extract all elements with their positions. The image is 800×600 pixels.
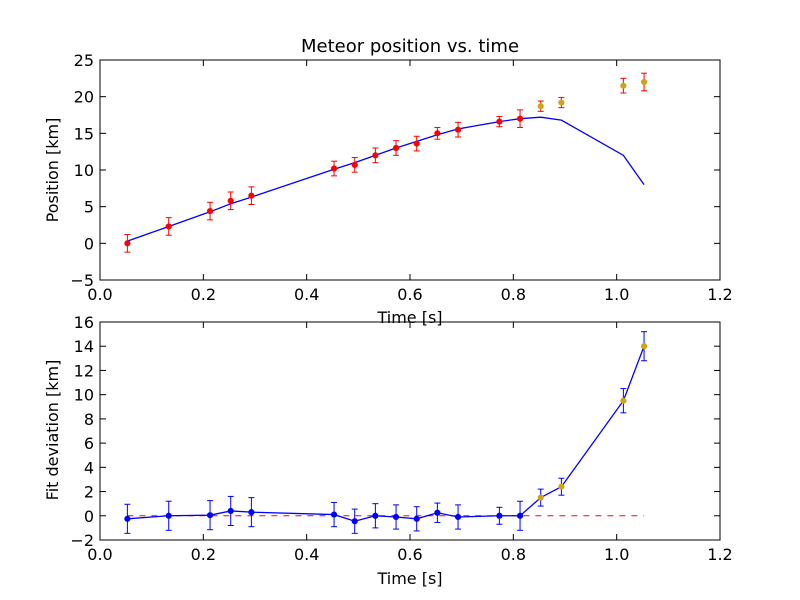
deviation-line [127, 345, 645, 522]
position-x-tick-label: 0.0 [87, 285, 112, 304]
position-y-tick-label: 25 [74, 51, 94, 70]
position-y-tick-label: −5 [70, 271, 94, 290]
deviation-data-point [227, 507, 234, 515]
deviation-data-point [558, 483, 565, 490]
position-data-point [124, 240, 131, 247]
deviation-data-point [434, 509, 441, 516]
position-data-point [640, 78, 648, 86]
deviation-data-point [372, 512, 379, 519]
deviation-y-tick-label: 12 [74, 361, 94, 380]
deviation-x-tick-label: 0.6 [397, 545, 422, 564]
position-y-tick-label: 15 [74, 124, 94, 143]
deviation-y-tick-label: 14 [74, 337, 94, 356]
position-x-tick-label: 0.8 [501, 285, 526, 304]
deviation-x-tick-label: 0.0 [87, 545, 112, 564]
position-x-tick-label: 0.4 [294, 285, 319, 304]
position-y-tick-label: 10 [74, 161, 94, 180]
position-y-tick-label: 20 [74, 88, 94, 107]
deviation-x-tick-label: 0.2 [191, 545, 216, 564]
position-data-point [496, 118, 503, 125]
position-data-point [516, 115, 524, 122]
deviation-data-point [206, 512, 214, 519]
deviation-x-tick-label: 1.2 [707, 545, 732, 564]
position-x-tick-label: 1.2 [707, 285, 732, 304]
deviation-data-point [620, 397, 627, 404]
position-data-point [620, 82, 627, 89]
position-chart-frame [99, 59, 721, 281]
position-data-point [372, 152, 379, 159]
position-data-point [227, 197, 234, 204]
deviation-data-point [413, 515, 420, 522]
deviation-y-tick-label: 0 [84, 507, 94, 526]
position-x-tick-label: 1.0 [604, 285, 629, 304]
deviation-y-tick-label: 4 [84, 458, 94, 477]
deviation-data-point [496, 512, 503, 519]
deviation-x-tick-label: 0.4 [294, 545, 319, 564]
deviation-x-tick-label: 1.0 [604, 545, 629, 564]
deviation-data-point [516, 512, 524, 519]
position-data-point [351, 161, 358, 168]
position-chart-ylabel: Position [km] [43, 118, 62, 223]
deviation-data-point [124, 515, 131, 522]
position-data-point [392, 144, 400, 152]
position-data-point [330, 165, 338, 172]
position-x-tick-label: 0.6 [397, 285, 422, 304]
deviation-data-point [248, 509, 255, 516]
deviation-chart-frame [99, 321, 721, 541]
position-data-point [248, 192, 255, 199]
deviation-data-point [351, 518, 358, 525]
position-data-point [413, 140, 420, 147]
position-data-point [206, 207, 214, 215]
position-chart-title: Meteor position vs. time [301, 36, 519, 57]
deviation-y-tick-label: 16 [74, 313, 94, 332]
deviation-data-point [330, 511, 338, 518]
position-data-point [537, 103, 544, 110]
position-y-tick-label: 0 [84, 234, 94, 253]
position-data-point [165, 223, 172, 230]
position-x-tick-label: 0.2 [191, 285, 216, 304]
position-model-line [127, 116, 645, 242]
deviation-data-point [392, 513, 400, 521]
position-chart: Meteor position vs. time Position [km] T… [43, 36, 733, 327]
deviation-y-tick-label: 2 [84, 483, 94, 502]
deviation-data-point [454, 513, 462, 521]
position-data-point [558, 99, 565, 106]
deviation-y-tick-label: 8 [84, 410, 94, 429]
deviation-data-point [537, 494, 544, 501]
deviation-y-tick-label: 6 [84, 434, 94, 453]
position-data-point [454, 126, 462, 133]
deviation-chart: Fit deviation [km] Time [s] 0.0 0.2 0.4 0.6… [43, 313, 733, 588]
position-y-tick-label: 5 [84, 198, 94, 217]
deviation-chart-ylabel: Fit deviation [km] [43, 360, 62, 501]
deviation-data-point [165, 512, 172, 519]
deviation-y-tick-label: 10 [74, 386, 94, 405]
deviation-x-tick-label: 0.8 [501, 545, 526, 564]
deviation-y-tick-label: −2 [70, 531, 94, 550]
position-data-point [434, 130, 441, 137]
deviation-data-point [640, 343, 648, 350]
deviation-chart-xlabel: Time [s] [376, 569, 442, 588]
